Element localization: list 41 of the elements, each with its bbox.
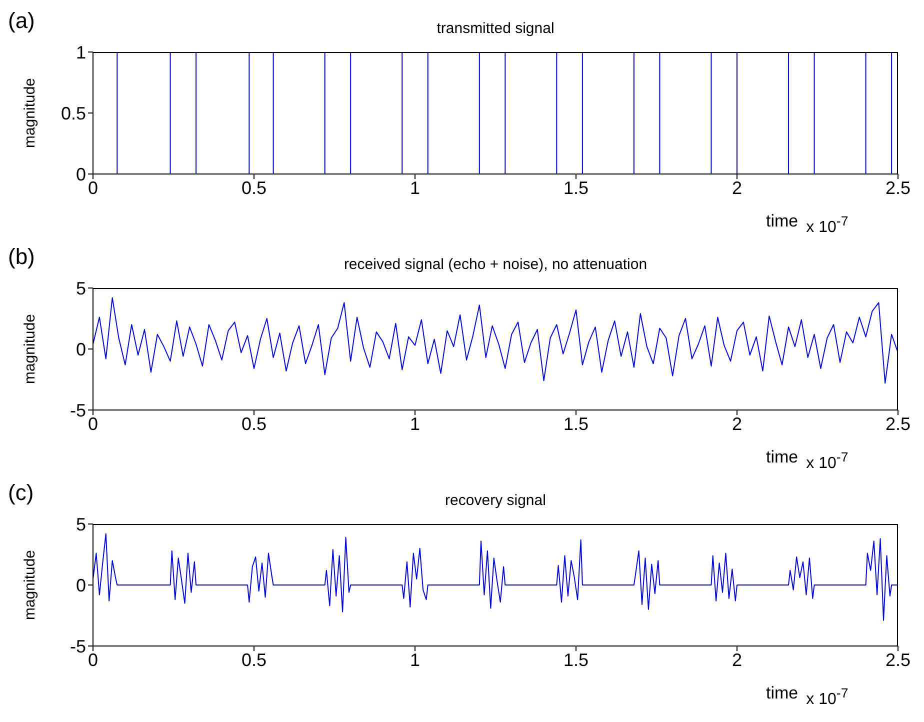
x-tick-label: 1 — [410, 650, 420, 670]
y-tick-label: 0 — [76, 164, 86, 184]
x-tick-label: 2 — [732, 414, 742, 434]
x-tick-label: 1.5 — [563, 650, 589, 670]
y-tick-label: 0.5 — [60, 103, 86, 124]
y-axis-title: magnitude — [22, 78, 38, 148]
x-tick-label: 1.5 — [563, 178, 589, 198]
chart-title: recovery signal — [444, 492, 547, 509]
x-tick-label: 1.5 — [563, 414, 589, 434]
y-tick-label: 0 — [76, 575, 86, 596]
x-axis-title: time — [766, 683, 798, 702]
y-axis-title: magnitude — [22, 550, 38, 620]
text: x 10$^{-7}$ — [806, 214, 848, 236]
x-tick-label: 2.5 — [885, 178, 911, 198]
x-axis-title: time — [766, 447, 798, 466]
x-tick-label: 2.5 — [885, 414, 911, 434]
x-tick-label: 0.5 — [241, 414, 267, 434]
y-tick-label: 1 — [76, 42, 86, 62]
y-tick-label: 0 — [76, 339, 86, 360]
text: (c) — [8, 480, 34, 506]
y-axis-title: magnitude — [22, 314, 38, 384]
text: (b) — [8, 244, 35, 270]
text: x 10$^{-7}$ — [806, 450, 848, 472]
x-tick-label: 2.5 — [885, 650, 911, 670]
y-tick-label: -5 — [70, 636, 86, 656]
line-series — [93, 533, 898, 621]
x-tick-label: 1 — [410, 178, 420, 198]
text: (a) — [8, 8, 35, 34]
chart-title: transmitted signal — [436, 20, 556, 37]
y-tick-label: -5 — [70, 400, 86, 420]
x-tick-label: 0.5 — [241, 650, 267, 670]
x-tick-label: 2 — [732, 650, 742, 670]
y-tick-label: 5 — [76, 278, 86, 298]
chart-title: received signal (echo + noise), no attenuation — [342, 256, 648, 273]
y-tick-label: 5 — [76, 514, 86, 534]
text: x 10$^{-7}$ — [806, 686, 848, 708]
x-tick-label: 2 — [732, 178, 742, 198]
x-tick-label: 1 — [410, 414, 420, 434]
line-series — [93, 297, 898, 384]
x-axis-title: time — [766, 211, 798, 230]
x-tick-label: 0.5 — [241, 178, 267, 198]
